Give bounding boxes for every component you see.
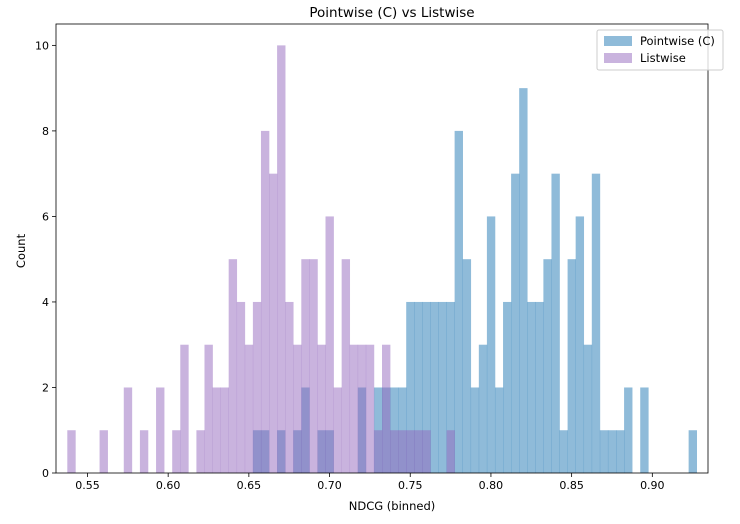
bar-pointwise-c-39 <box>624 387 633 473</box>
y-tick-label-2: 4 <box>42 296 49 309</box>
bar-listwise-18 <box>285 301 294 473</box>
x-tick-label-5: 0.80 <box>479 479 504 492</box>
bar-listwise-26 <box>349 344 359 473</box>
bar-listwise-1 <box>99 430 108 473</box>
bar-pointwise-c-36 <box>599 430 609 473</box>
y-tick-label-4: 8 <box>42 125 49 138</box>
bar-listwise-33 <box>406 430 415 473</box>
bar-pointwise-c-32 <box>567 259 576 473</box>
bar-listwise-12 <box>236 301 246 473</box>
bar-listwise-21 <box>309 259 318 473</box>
bar-listwise-15 <box>260 130 270 473</box>
y-tick-label-1: 2 <box>42 381 49 394</box>
bar-pointwise-c-13 <box>414 301 423 473</box>
bar-listwise-8 <box>204 344 213 473</box>
bar-listwise-27 <box>357 344 367 473</box>
legend-label-pointwise: Pointwise (C) <box>640 34 715 48</box>
bar-listwise-29 <box>373 430 383 473</box>
x-tick-label-4: 0.75 <box>398 479 423 492</box>
bar-pointwise-c-31 <box>559 430 568 473</box>
y-tick-label-3: 6 <box>42 210 49 223</box>
bar-pointwise-c-27 <box>527 301 536 473</box>
bar-pointwise-c-19 <box>462 259 472 473</box>
x-tick-label-2: 0.65 <box>237 479 262 492</box>
x-axis-label: NDCG (binned) <box>349 499 435 513</box>
bar-listwise-7 <box>196 430 205 473</box>
bar-pointwise-c-15 <box>430 301 439 473</box>
bar-listwise-20 <box>301 259 310 473</box>
bar-listwise-6 <box>180 344 189 473</box>
bar-listwise-16 <box>269 173 278 474</box>
plot-frame <box>55 23 709 474</box>
bar-listwise-22 <box>317 344 326 473</box>
legend-swatch-listwise <box>604 53 632 63</box>
bar-listwise-19 <box>293 344 302 473</box>
bar-pointwise-c-38 <box>616 430 625 473</box>
bar-listwise-24 <box>333 387 342 473</box>
bar-listwise-31 <box>390 430 399 473</box>
x-tick-label-3: 0.70 <box>317 479 342 492</box>
bar-listwise-30 <box>382 344 391 473</box>
bar-listwise-11 <box>228 259 238 473</box>
bar-pointwise-c-28 <box>535 301 544 473</box>
bar-listwise-4 <box>156 387 165 473</box>
bar-pointwise-c-21 <box>478 344 488 473</box>
x-tick-label-1: 0.60 <box>156 479 181 492</box>
bar-pointwise-c-35 <box>591 173 601 474</box>
bar-pointwise-c-37 <box>607 430 617 473</box>
bar-listwise-14 <box>252 301 262 473</box>
x-tick-label-0: 0.55 <box>75 479 100 492</box>
bar-pointwise-c-26 <box>519 88 528 473</box>
bar-pointwise-c-12 <box>406 301 415 473</box>
bar-listwise-17 <box>277 45 286 473</box>
bar-listwise-28 <box>365 344 375 473</box>
x-tick-label-7: 0.90 <box>640 479 665 492</box>
bar-listwise-0 <box>67 430 76 473</box>
bar-listwise-3 <box>139 430 149 473</box>
bar-listwise-25 <box>341 259 351 473</box>
y-tick-label-0: 0 <box>42 467 49 480</box>
bar-listwise-23 <box>325 216 334 473</box>
bar-pointwise-c-33 <box>575 216 585 473</box>
bar-listwise-9 <box>212 387 221 473</box>
bar-pointwise-c-24 <box>503 301 512 473</box>
bar-pointwise-c-18 <box>454 130 463 473</box>
bar-pointwise-c-22 <box>486 216 496 473</box>
bar-pointwise-c-25 <box>511 173 520 474</box>
bar-listwise-35 <box>422 430 431 473</box>
legend: Pointwise (C) Listwise <box>596 29 724 71</box>
bar-pointwise-c-30 <box>551 173 560 474</box>
y-tick-label-5: 10 <box>35 39 49 52</box>
x-tick-label-6: 0.85 <box>559 479 584 492</box>
bar-pointwise-c-29 <box>543 259 552 473</box>
bar-pointwise-c-20 <box>470 387 480 473</box>
bar-listwise-38 <box>446 430 455 473</box>
bar-pointwise-c-17 <box>446 301 455 473</box>
y-axis-label: Count <box>14 233 28 268</box>
bar-listwise-2 <box>123 387 133 473</box>
bar-listwise-5 <box>172 430 181 473</box>
bar-listwise-32 <box>398 430 407 473</box>
bar-pointwise-c-14 <box>422 301 431 473</box>
axes-layer: 0.55 0.60 0.65 0.70 0.75 0.80 0.85 0.90 0 2 4 6 8 10 <box>35 23 709 492</box>
bar-listwise-10 <box>220 387 229 473</box>
bar-pointwise-c-41 <box>640 387 649 473</box>
bar-listwise-34 <box>414 430 423 473</box>
chart-title: Pointwise (C) vs Listwise <box>309 5 474 21</box>
bars-layer <box>67 45 697 474</box>
legend-label-listwise: Listwise <box>640 51 686 65</box>
legend-swatch-pointwise <box>604 36 632 46</box>
bar-pointwise-c-34 <box>583 344 593 473</box>
bar-pointwise-c-23 <box>494 387 504 473</box>
bar-pointwise-c-16 <box>438 301 447 473</box>
bar-pointwise-c-43 <box>688 430 697 473</box>
bar-listwise-13 <box>244 344 254 473</box>
